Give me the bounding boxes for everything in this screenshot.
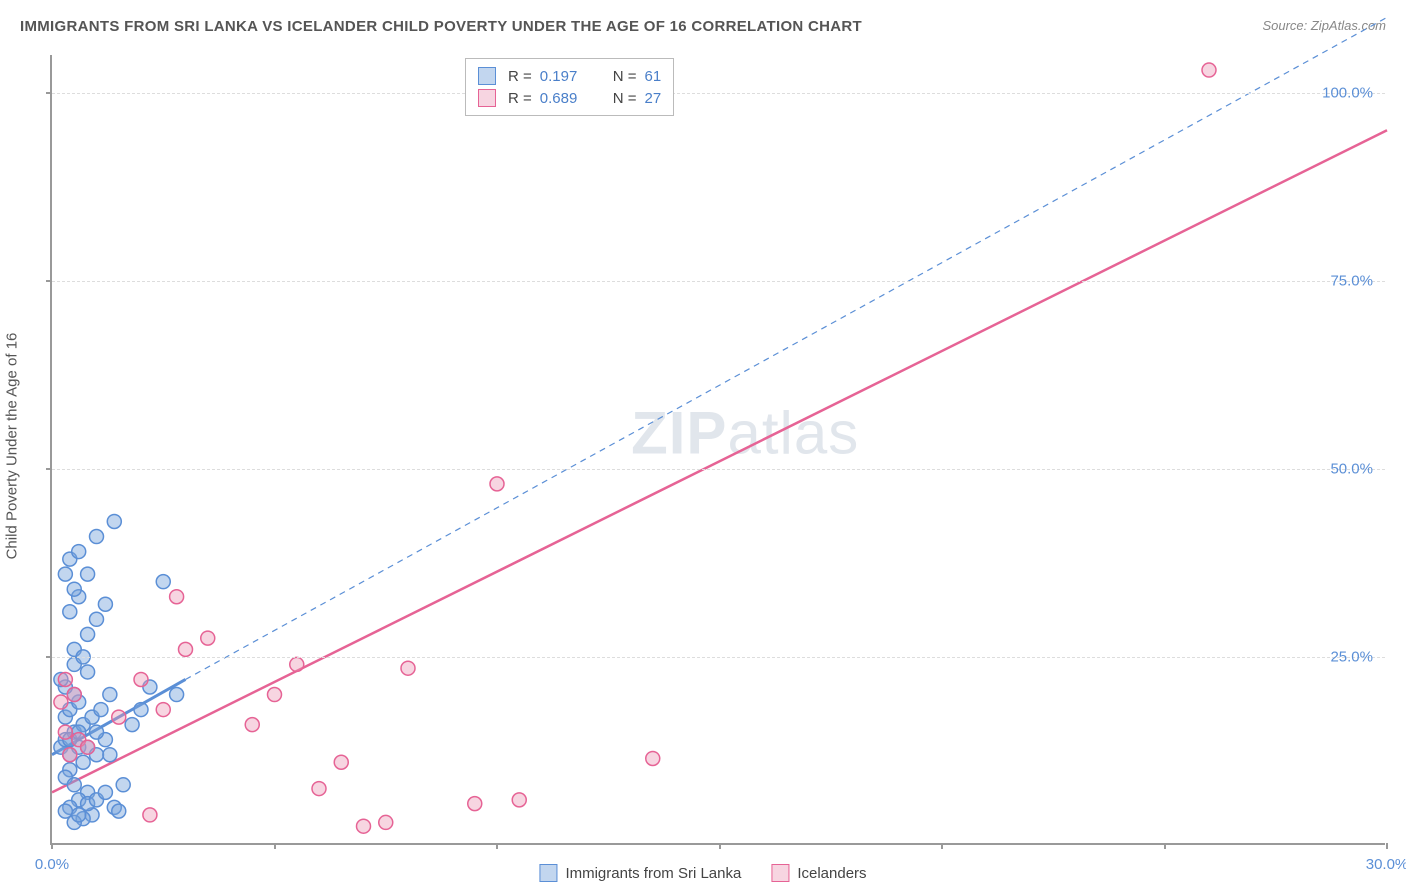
xtick-mark: [1164, 843, 1166, 849]
chart-title: IMMIGRANTS FROM SRI LANKA VS ICELANDER C…: [20, 18, 862, 35]
data-point: [170, 590, 184, 604]
xtick-mark: [496, 843, 498, 849]
legend-correlation-row: R = 0.197 N = 61: [478, 65, 661, 87]
legend-r-value: 0.197: [540, 68, 595, 85]
legend-swatch: [478, 67, 496, 85]
data-point: [72, 545, 86, 559]
source-label: Source: ZipAtlas.com: [1262, 18, 1386, 33]
data-point: [58, 567, 72, 581]
data-point: [290, 657, 304, 671]
legend-swatch: [771, 864, 789, 882]
data-point: [112, 710, 126, 724]
xtick-mark: [51, 843, 53, 849]
data-point: [468, 797, 482, 811]
ytick-mark: [46, 656, 52, 658]
data-point: [401, 661, 415, 675]
data-point: [94, 703, 108, 717]
data-point: [112, 804, 126, 818]
legend-series-label: Immigrants from Sri Lanka: [565, 865, 741, 882]
legend-r-value: 0.689: [540, 90, 595, 107]
data-point: [67, 688, 81, 702]
legend-series-item: Icelanders: [771, 864, 866, 882]
data-point: [201, 631, 215, 645]
data-point: [268, 688, 282, 702]
legend-swatch: [478, 89, 496, 107]
data-point: [76, 755, 90, 769]
gridline-horizontal: [52, 281, 1385, 282]
legend-swatch: [539, 864, 557, 882]
data-point: [179, 642, 193, 656]
data-point: [125, 718, 139, 732]
data-point: [156, 703, 170, 717]
data-point: [90, 725, 104, 739]
data-point: [334, 755, 348, 769]
series-legend: Immigrants from Sri Lanka Icelanders: [539, 864, 866, 882]
ytick-label: 25.0%: [1330, 648, 1373, 665]
data-point: [98, 597, 112, 611]
ytick-mark: [46, 92, 52, 94]
ytick-label: 50.0%: [1330, 460, 1373, 477]
data-point: [312, 782, 326, 796]
data-point: [58, 672, 72, 686]
trend-line-dashed: [186, 17, 1388, 679]
trend-line-solid: [52, 130, 1387, 792]
data-point: [134, 672, 148, 686]
legend-r-label: R =: [508, 68, 532, 85]
y-axis-label: Child Poverty Under the Age of 16: [4, 333, 21, 560]
legend-r-label: R =: [508, 90, 532, 107]
data-point: [646, 751, 660, 765]
data-point: [58, 804, 72, 818]
data-point: [67, 778, 81, 792]
legend-n-value: 61: [645, 68, 662, 85]
data-point: [90, 612, 104, 626]
data-point: [116, 778, 130, 792]
data-point: [245, 718, 259, 732]
data-point: [98, 785, 112, 799]
data-point: [81, 665, 95, 679]
gridline-horizontal: [52, 657, 1385, 658]
xtick-mark: [274, 843, 276, 849]
data-point: [63, 605, 77, 619]
data-point: [67, 582, 81, 596]
gridline-horizontal: [52, 93, 1385, 94]
xtick-mark: [941, 843, 943, 849]
legend-n-label: N =: [613, 90, 637, 107]
data-point: [103, 688, 117, 702]
chart-area: ZIPatlas 25.0%50.0%75.0%100.0%0.0%30.0%: [50, 55, 1385, 845]
ytick-label: 75.0%: [1330, 272, 1373, 289]
data-point: [81, 567, 95, 581]
xtick-label: 30.0%: [1366, 856, 1406, 873]
gridline-horizontal: [52, 469, 1385, 470]
legend-series-label: Icelanders: [797, 865, 866, 882]
data-point: [107, 514, 121, 528]
data-point: [512, 793, 526, 807]
data-point: [81, 740, 95, 754]
data-point: [143, 808, 157, 822]
xtick-mark: [1386, 843, 1388, 849]
data-point: [58, 725, 72, 739]
data-point: [63, 748, 77, 762]
correlation-legend: R = 0.197 N = 61 R = 0.689 N = 27: [465, 58, 674, 116]
data-point: [170, 688, 184, 702]
data-point: [1202, 63, 1216, 77]
xtick-label: 0.0%: [35, 856, 69, 873]
legend-correlation-row: R = 0.689 N = 27: [478, 87, 661, 109]
data-point: [490, 477, 504, 491]
ytick-label: 100.0%: [1322, 84, 1373, 101]
legend-series-item: Immigrants from Sri Lanka: [539, 864, 741, 882]
legend-n-value: 27: [645, 90, 662, 107]
scatter-plot-svg: [52, 55, 1385, 843]
data-point: [81, 627, 95, 641]
ytick-mark: [46, 468, 52, 470]
ytick-mark: [46, 280, 52, 282]
legend-n-label: N =: [613, 68, 637, 85]
data-point: [156, 575, 170, 589]
data-point: [357, 819, 371, 833]
data-point: [54, 695, 68, 709]
xtick-mark: [719, 843, 721, 849]
data-point: [134, 703, 148, 717]
data-point: [90, 530, 104, 544]
data-point: [379, 815, 393, 829]
data-point: [103, 748, 117, 762]
